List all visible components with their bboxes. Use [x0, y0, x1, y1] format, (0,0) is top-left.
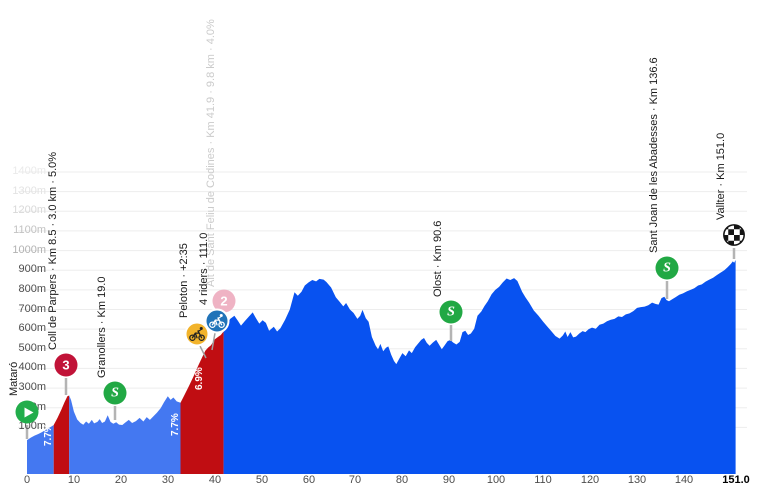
profile-segment-2-blue_faded	[69, 395, 181, 474]
category-letter: 2	[220, 293, 228, 309]
marker-alt-de-sant-feliu-de-codines: 2	[212, 289, 236, 313]
y-axis-label-700: 700m	[18, 303, 46, 315]
marker-label-vallter: Vallter · Km 151.0	[714, 132, 727, 220]
x-axis-label-50: 50	[255, 474, 269, 486]
grade-label-1: 7.7%	[170, 413, 181, 436]
y-axis-label-1100: 1100m	[13, 224, 46, 236]
marker-label-sant-joan-de-les-abadesses: Sant Joan de les Abadesses · Km 136.6	[647, 57, 660, 253]
x-axis-label-20: 20	[114, 474, 128, 486]
x-axis-label-40: 40	[208, 474, 222, 486]
marker-label-lead-riders: 4 riders · 111.0	[197, 232, 210, 305]
marker-label-granollers: Granollers · Km 19.0	[95, 276, 108, 378]
profile-segment-0-blue_faded	[27, 425, 54, 474]
profile-segment-1-red	[53, 395, 70, 474]
y-axis-label-1000: 1000m	[12, 244, 46, 256]
marker-label-olost: Olost · Km 90.6	[431, 220, 444, 297]
x-axis-label-140: 140	[674, 474, 694, 486]
checkered-flag-icon	[723, 224, 745, 246]
play-icon	[24, 407, 33, 417]
grade-label-2: 6.9%	[194, 367, 205, 390]
marker-mataro	[15, 400, 39, 424]
x-axis-label-0: 0	[23, 474, 31, 486]
y-axis-label-800: 800m	[18, 283, 46, 295]
x-axis-label-90: 90	[442, 474, 456, 486]
marker-connector-lead-riders	[211, 332, 216, 351]
y-axis-label-600: 600m	[18, 322, 46, 334]
marker-vallter	[723, 224, 746, 247]
y-axis-label-1300: 1300m	[12, 185, 46, 197]
x-axis-label-100: 100	[486, 474, 506, 486]
x-axis-label-120: 120	[580, 474, 600, 486]
marker-connector-peloton	[199, 345, 207, 359]
marker-sant-joan-de-les-abadesses: S	[655, 256, 679, 280]
y-axis-label-900: 900m	[18, 263, 46, 275]
profile-segment-4-blue	[223, 260, 736, 474]
marker-olost: S	[439, 300, 463, 324]
x-axis-label-130: 130	[627, 474, 647, 486]
sprint-letter: S	[663, 260, 671, 275]
sprint-letter: S	[447, 304, 455, 319]
x-axis-label-80: 80	[395, 474, 409, 486]
x-axis-label-60: 60	[302, 474, 316, 486]
x-axis-label-10: 10	[67, 474, 81, 486]
marker-label-coll-de-parpers: Coll de Parpers · Km 8.5 · 3.0 km · 5.0%	[46, 151, 59, 350]
y-axis-label-400: 400m	[18, 361, 46, 373]
category-letter: 3	[62, 357, 70, 373]
y-axis-label-1200: 1200m	[12, 204, 46, 216]
marker-label-mataro: Mataró	[7, 361, 20, 396]
marker-lead-riders	[204, 308, 230, 334]
x-axis-label-110: 110	[534, 474, 552, 486]
marker-coll-de-parpers: 3	[54, 353, 78, 377]
x-axis-label-finish: 151.0	[722, 474, 750, 486]
bicycle-icon	[209, 314, 225, 329]
y-axis-label-300: 300m	[18, 381, 46, 393]
profile-segment-3-red	[180, 331, 224, 474]
sprint-letter: S	[111, 385, 119, 400]
grade-label-0: 7.7%	[43, 423, 54, 446]
y-axis-label-1400: 1400m	[12, 165, 46, 177]
marker-granollers: S	[103, 381, 127, 405]
bicycle-icon	[189, 327, 205, 342]
x-axis-label-70: 70	[348, 474, 362, 486]
x-axis-label-30: 30	[161, 474, 175, 486]
marker-label-peloton: Peloton · +2:35	[177, 243, 190, 318]
y-axis-label-500: 500m	[18, 342, 46, 354]
